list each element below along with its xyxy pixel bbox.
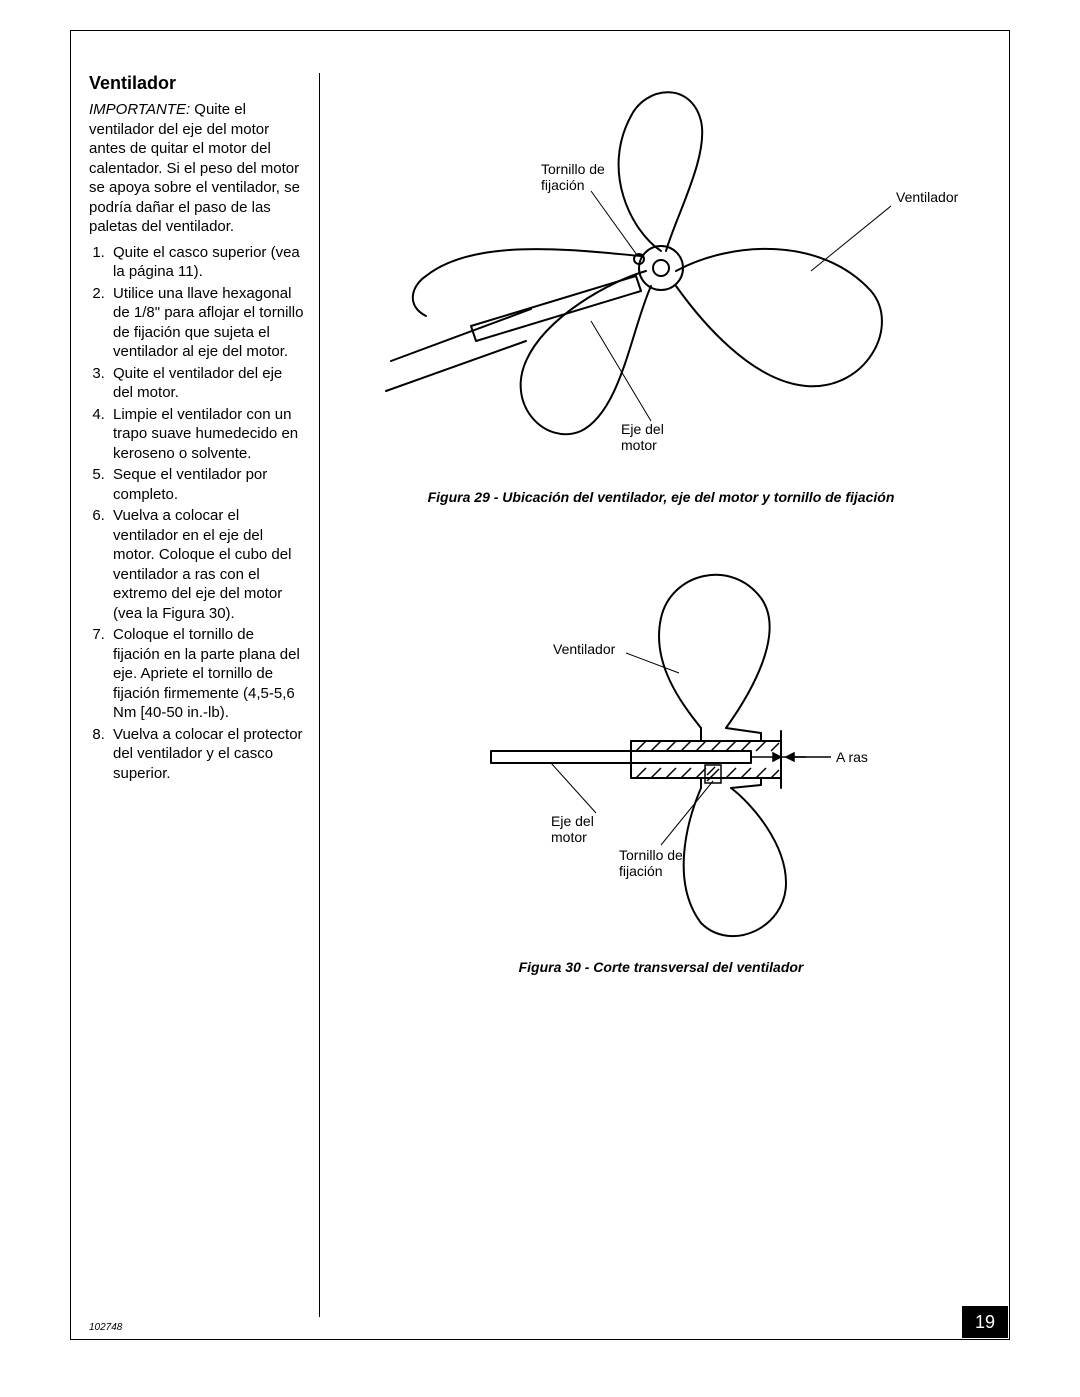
figure-30-caption: Figura 30 - Corte transversal del ventil…: [331, 959, 991, 975]
step-item: Vuelva a colocar el ventilador en el eje…: [109, 506, 304, 623]
column-divider: [319, 73, 320, 1317]
page-number: 19: [962, 1306, 1008, 1338]
step-item: Seque el ventilador por completo.: [109, 465, 304, 504]
fig29-label-tornillo: Tornillo de fijación: [541, 161, 605, 193]
fig30-label-ventilador: Ventilador: [553, 641, 615, 657]
figure-29: Tornillo de fijación Ventilador Eje del …: [331, 61, 991, 481]
step-item: Quite el casco superior (vea la página 1…: [109, 243, 304, 282]
fig30-label-aras: A ras: [836, 749, 868, 765]
steps-list: Quite el casco superior (vea la página 1…: [89, 243, 304, 784]
section-heading: Ventilador: [89, 73, 304, 94]
step-item: Utilice una llave hexagonal de 1/8" para…: [109, 284, 304, 362]
page-frame: Ventilador IMPORTANTE: Quite el ventilad…: [70, 30, 1010, 1340]
importante-block: IMPORTANTE: Quite el ventilador del eje …: [89, 100, 304, 237]
figure-30-svg: [331, 533, 991, 953]
step-item: Limpie el ventilador con un trapo suave …: [109, 405, 304, 464]
step-item: Quite el ventilador del eje del motor.: [109, 364, 304, 403]
figure-29-svg: [331, 61, 991, 481]
figure-30: Ventilador A ras Eje del motor Tornillo …: [331, 533, 991, 953]
importante-text: Quite el ventilador del eje del motor an…: [89, 101, 300, 235]
fig30-label-tornillo: Tornillo de fijación: [619, 847, 683, 879]
step-item: Coloque el tornillo de fijación en la pa…: [109, 625, 304, 723]
figure-29-caption: Figura 29 - Ubicación del ventilador, ej…: [331, 489, 991, 505]
doc-id: 102748: [89, 1322, 122, 1333]
right-column: Tornillo de fijación Ventilador Eje del …: [331, 61, 991, 975]
fig30-label-eje: Eje del motor: [551, 813, 594, 845]
left-column: Ventilador IMPORTANTE: Quite el ventilad…: [89, 73, 304, 785]
fig29-label-ventilador: Ventilador: [896, 189, 958, 205]
fig29-label-eje: Eje del motor: [621, 421, 664, 453]
importante-label: IMPORTANTE:: [89, 101, 190, 118]
step-item: Vuelva a colocar el protector del ventil…: [109, 725, 304, 784]
